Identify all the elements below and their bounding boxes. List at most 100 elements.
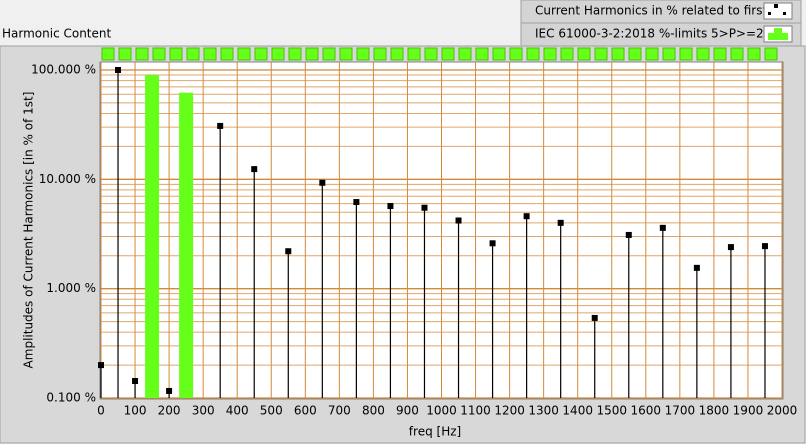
x-tick-label: 900: [396, 404, 419, 418]
strip-button: [594, 47, 608, 61]
legend-symbol: [774, 28, 782, 33]
x-tick-label: 1600: [631, 404, 662, 418]
strip-button: [101, 47, 115, 61]
strip-button: [390, 47, 404, 61]
legend-symbol: [768, 33, 788, 40]
strip-button: [356, 47, 370, 61]
strip-button: [543, 47, 557, 61]
x-tick-label: 1300: [528, 404, 559, 418]
x-tick-label: 600: [294, 404, 317, 418]
strip-button: [169, 47, 183, 61]
strip-button: [475, 47, 489, 61]
strip-button: [373, 47, 387, 61]
stem-marker: [489, 240, 496, 247]
x-tick-label: 1900: [733, 404, 764, 418]
x-tick-label: 800: [362, 404, 385, 418]
strip-button: [713, 47, 727, 61]
stem-marker: [659, 224, 666, 231]
x-tick-label: 300: [192, 404, 215, 418]
strip-button: [560, 47, 574, 61]
y-tick-label: 10.000 %: [39, 172, 96, 186]
y-tick-label: 1.000 %: [46, 281, 96, 295]
legend-label: Current Harmonics in % related to first: [535, 4, 767, 18]
strip-button: [526, 47, 540, 61]
strip-button: [288, 47, 302, 61]
y-tick-label: 100.000 %: [31, 63, 96, 77]
stem-marker: [557, 219, 564, 226]
stem-marker: [319, 179, 326, 186]
strip-button: [645, 47, 659, 61]
strip-button: [339, 47, 353, 61]
x-axis-label: freq [Hz]: [409, 425, 461, 439]
strip-button: [611, 47, 625, 61]
strip-button: [186, 47, 200, 61]
y-tick-label: 0.100 %: [46, 391, 96, 405]
strip-button: [271, 47, 285, 61]
strip-button: [509, 47, 523, 61]
x-tick-label: 0: [97, 404, 105, 418]
stem-marker: [285, 248, 292, 255]
stem-marker: [421, 204, 428, 211]
x-tick-label: 1400: [562, 404, 593, 418]
strip-button: [203, 47, 217, 61]
x-tick-label: 1800: [699, 404, 730, 418]
stem-marker: [625, 231, 632, 238]
strip-button: [458, 47, 472, 61]
strip-button: [305, 47, 319, 61]
strip-button: [441, 47, 455, 61]
strip-button: [662, 47, 676, 61]
y-axis-label: Amplitudes of Current Harmonics [in % of…: [22, 92, 36, 369]
stem-marker: [523, 213, 530, 220]
x-tick-label: 700: [328, 404, 351, 418]
x-tick-label: 1000: [426, 404, 457, 418]
stem-marker: [761, 243, 768, 250]
strip-button: [135, 47, 149, 61]
legend-label: IEC 61000-3-2:2018 %-limits 5>P>=25W: [535, 27, 783, 41]
stem-marker: [98, 362, 104, 369]
stem-marker: [693, 264, 700, 271]
strip-button: [424, 47, 438, 61]
stem-marker: [251, 166, 258, 173]
legend-symbol: [768, 12, 771, 15]
stem-marker: [353, 199, 360, 206]
strip-button: [628, 47, 642, 61]
strip-button: [220, 47, 234, 61]
limit-bar: [145, 75, 160, 399]
x-tick-label: 100: [124, 404, 147, 418]
stem-marker: [132, 378, 139, 385]
stem-marker: [115, 67, 122, 73]
strip-button: [254, 47, 268, 61]
legend-symbol: [783, 12, 786, 15]
stem-marker: [217, 122, 224, 129]
chart-title: Harmonic Content: [2, 27, 112, 41]
stem-marker: [591, 314, 598, 321]
strip-button: [764, 47, 778, 61]
strip-button: [152, 47, 166, 61]
x-tick-label: 1500: [596, 404, 627, 418]
limit-bar: [179, 92, 194, 398]
strip-button: [747, 47, 761, 61]
strip-button: [730, 47, 744, 61]
stem-marker: [727, 244, 734, 251]
strip-button: [577, 47, 591, 61]
x-tick-label: 200: [158, 404, 181, 418]
strip-button: [237, 47, 251, 61]
x-tick-label: 500: [260, 404, 283, 418]
strip-button: [679, 47, 693, 61]
strip-button: [696, 47, 710, 61]
legend-symbol: [774, 4, 778, 8]
strip-button: [492, 47, 506, 61]
stem-marker: [387, 203, 394, 210]
x-tick-label: 400: [226, 404, 249, 418]
strip-button: [118, 47, 132, 61]
stem-marker: [166, 387, 173, 394]
x-tick-label: 1100: [460, 404, 491, 418]
x-tick-label: 1700: [665, 404, 696, 418]
x-tick-label: 1200: [494, 404, 525, 418]
x-tick-label: 2000: [767, 404, 798, 418]
strip-button: [407, 47, 421, 61]
strip-button: [322, 47, 336, 61]
stem-marker: [455, 217, 462, 224]
